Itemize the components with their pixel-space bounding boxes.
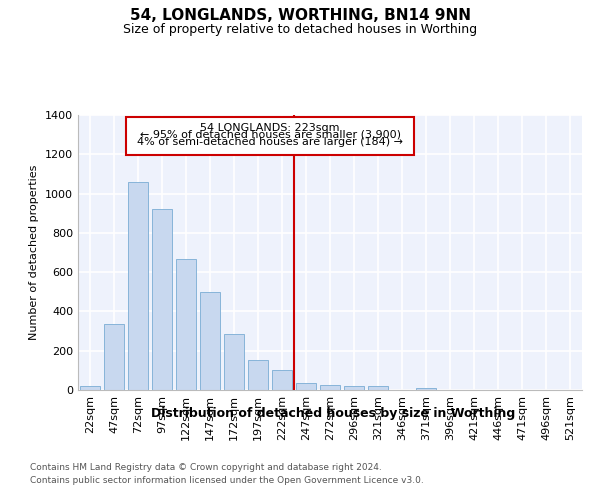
FancyBboxPatch shape [126, 117, 414, 156]
Bar [416, 388, 436, 390]
Bar [224, 334, 244, 390]
Text: Size of property relative to detached houses in Worthing: Size of property relative to detached ho… [123, 22, 477, 36]
Text: 54, LONGLANDS, WORTHING, BN14 9NN: 54, LONGLANDS, WORTHING, BN14 9NN [130, 8, 470, 22]
Bar [320, 385, 340, 390]
Bar [200, 292, 220, 390]
Bar [344, 386, 364, 390]
Bar [80, 386, 100, 390]
Text: ← 95% of detached houses are smaller (3,900): ← 95% of detached houses are smaller (3,… [139, 130, 401, 140]
Text: Distribution of detached houses by size in Worthing: Distribution of detached houses by size … [151, 408, 515, 420]
Y-axis label: Number of detached properties: Number of detached properties [29, 165, 40, 340]
Bar [104, 324, 124, 390]
Text: Contains public sector information licensed under the Open Government Licence v3: Contains public sector information licen… [30, 476, 424, 485]
Text: 54 LONGLANDS: 223sqm: 54 LONGLANDS: 223sqm [200, 123, 340, 133]
Text: 4% of semi-detached houses are larger (184) →: 4% of semi-detached houses are larger (1… [137, 136, 403, 146]
Bar [152, 210, 172, 390]
Bar [248, 360, 268, 390]
Bar [128, 182, 148, 390]
Bar [296, 382, 316, 390]
Bar [176, 260, 196, 390]
Text: Contains HM Land Registry data © Crown copyright and database right 2024.: Contains HM Land Registry data © Crown c… [30, 462, 382, 471]
Bar [368, 386, 388, 390]
Bar [272, 370, 292, 390]
